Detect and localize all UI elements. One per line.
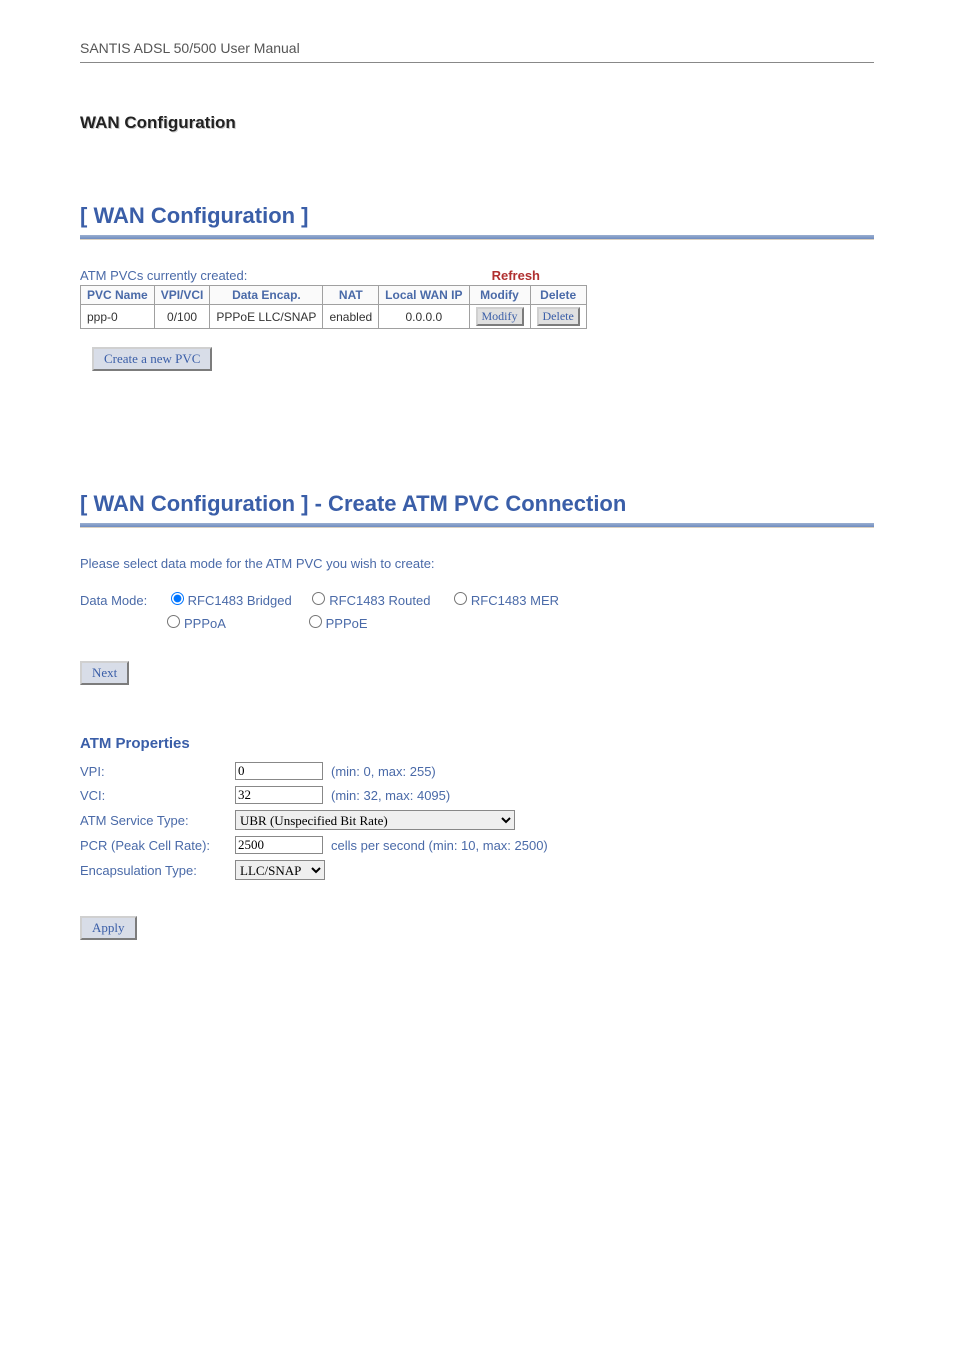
- service-type-select[interactable]: UBR (Unspecified Bit Rate): [235, 810, 515, 830]
- radio-label-routed: RFC1483 Routed: [329, 593, 430, 608]
- col-delete: Delete: [530, 286, 586, 305]
- radio-label-pppoa: PPPoA: [184, 616, 226, 631]
- encap-type-select[interactable]: LLC/SNAP: [235, 860, 325, 880]
- section-title: WAN Configuration: [80, 113, 874, 133]
- cell-nat: enabled: [323, 305, 379, 329]
- cell-delete: Delete: [530, 305, 586, 329]
- radio-label-mer: RFC1483 MER: [471, 593, 559, 608]
- col-modify: Modify: [469, 286, 530, 305]
- radio-rfc1483-routed[interactable]: [312, 592, 325, 605]
- service-type-label: ATM Service Type:: [80, 813, 235, 828]
- cell-vpivci: 0/100: [154, 305, 210, 329]
- radio-pppoe[interactable]: [309, 615, 322, 628]
- radio-rfc1483-bridged[interactable]: [171, 592, 184, 605]
- vpi-input[interactable]: [235, 762, 323, 780]
- document-header: SANTIS ADSL 50/500 User Manual: [80, 40, 874, 63]
- delete-button[interactable]: Delete: [537, 307, 580, 326]
- pcr-input[interactable]: [235, 836, 323, 854]
- next-button[interactable]: Next: [80, 661, 129, 685]
- col-data-encap: Data Encap.: [210, 286, 323, 305]
- vci-label: VCI:: [80, 788, 235, 803]
- encap-type-label: Encapsulation Type:: [80, 863, 235, 878]
- radio-rfc1483-mer[interactable]: [454, 592, 467, 605]
- cell-pvc-name: ppp-0: [81, 305, 155, 329]
- cell-encap: PPPoE LLC/SNAP: [210, 305, 323, 329]
- pcr-label: PCR (Peak Cell Rate):: [80, 838, 235, 853]
- atm-properties-heading: ATM Properties: [80, 735, 874, 752]
- apply-button[interactable]: Apply: [80, 916, 137, 940]
- vpi-label: VPI:: [80, 764, 235, 779]
- cell-ip: 0.0.0.0: [379, 305, 469, 329]
- vpi-hint: (min: 0, max: 255): [331, 764, 436, 779]
- table-header-row: PVC Name VPI/VCI Data Encap. NAT Local W…: [81, 286, 587, 305]
- pvc-table-caption: ATM PVCs currently created:: [80, 268, 247, 283]
- radio-label-bridged: RFC1483 Bridged: [188, 593, 292, 608]
- radio-label-pppoe: PPPoE: [326, 616, 368, 631]
- pvc-table: PVC Name VPI/VCI Data Encap. NAT Local W…: [80, 285, 587, 329]
- col-pvc-name: PVC Name: [81, 286, 155, 305]
- vci-hint: (min: 32, max: 4095): [331, 788, 450, 803]
- panel1-rule: [80, 235, 874, 240]
- panel2-title: [ WAN Configuration ] - Create ATM PVC C…: [80, 491, 874, 517]
- col-local-wan-ip: Local WAN IP: [379, 286, 469, 305]
- refresh-link[interactable]: Refresh: [492, 268, 540, 283]
- radio-pppoa[interactable]: [167, 615, 180, 628]
- table-row: ppp-0 0/100 PPPoE LLC/SNAP enabled 0.0.0…: [81, 305, 587, 329]
- panel1-title: [ WAN Configuration ]: [80, 203, 874, 229]
- create-pvc-button[interactable]: Create a new PVC: [92, 347, 212, 371]
- vci-input[interactable]: [235, 786, 323, 804]
- panel2-rule: [80, 523, 874, 528]
- pcr-hint: cells per second (min: 10, max: 2500): [331, 838, 548, 853]
- col-vpivci: VPI/VCI: [154, 286, 210, 305]
- cell-modify: Modify: [469, 305, 530, 329]
- data-mode-label: Data Mode:: [80, 593, 162, 608]
- create-intro-text: Please select data mode for the ATM PVC …: [80, 556, 874, 571]
- modify-button[interactable]: Modify: [476, 307, 524, 326]
- col-nat: NAT: [323, 286, 379, 305]
